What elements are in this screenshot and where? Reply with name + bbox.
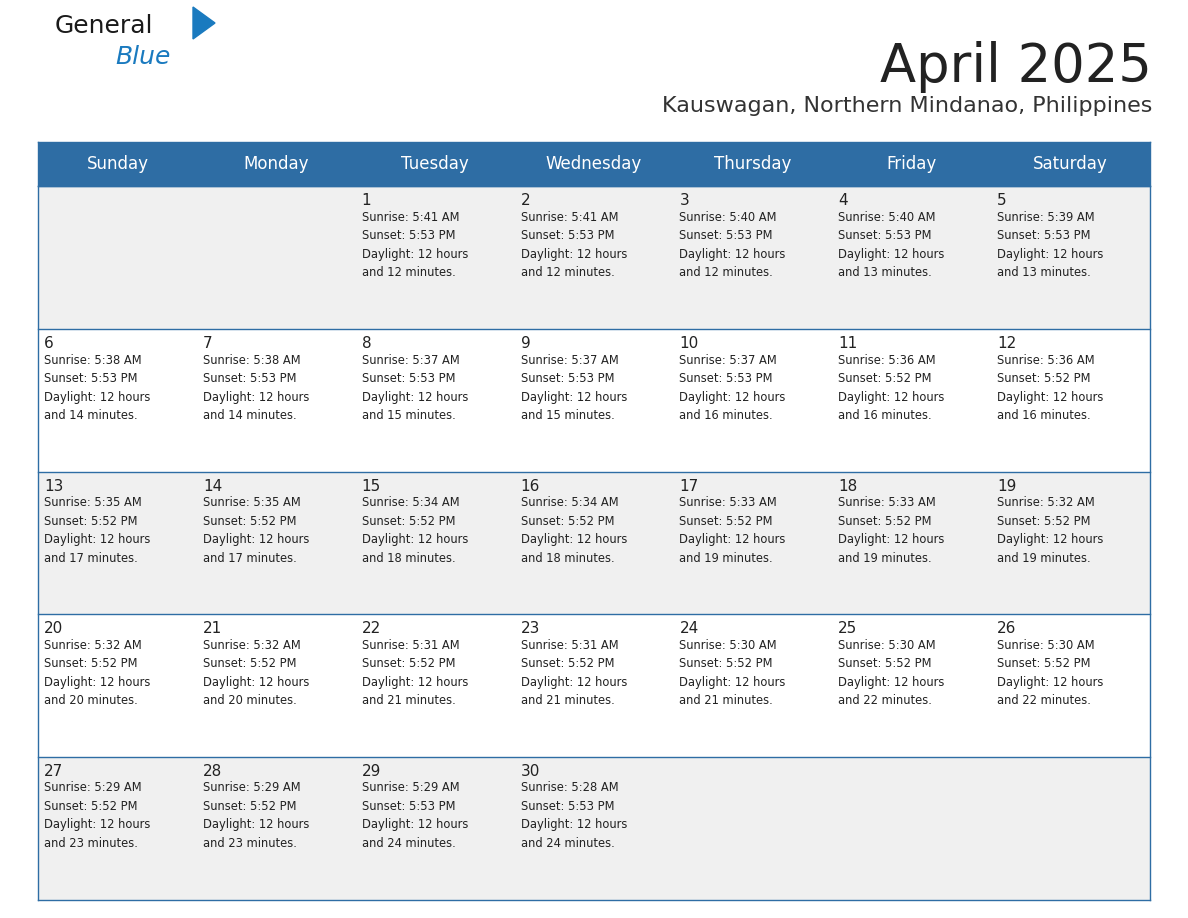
Text: 11: 11: [839, 336, 858, 351]
Text: 28: 28: [203, 764, 222, 779]
Text: Sunrise: 5:35 AM
Sunset: 5:52 PM
Daylight: 12 hours
and 17 minutes.: Sunrise: 5:35 AM Sunset: 5:52 PM Dayligh…: [203, 496, 309, 565]
Text: 8: 8: [361, 336, 372, 351]
Text: 20: 20: [44, 621, 63, 636]
Text: Blue: Blue: [115, 45, 170, 69]
Text: Sunrise: 5:29 AM
Sunset: 5:52 PM
Daylight: 12 hours
and 23 minutes.: Sunrise: 5:29 AM Sunset: 5:52 PM Dayligh…: [44, 781, 151, 850]
Text: 18: 18: [839, 478, 858, 494]
Text: Kauswagan, Northern Mindanao, Philippines: Kauswagan, Northern Mindanao, Philippine…: [662, 96, 1152, 117]
Text: Sunrise: 5:39 AM
Sunset: 5:53 PM
Daylight: 12 hours
and 13 minutes.: Sunrise: 5:39 AM Sunset: 5:53 PM Dayligh…: [997, 211, 1104, 279]
Text: Sunrise: 5:37 AM
Sunset: 5:53 PM
Daylight: 12 hours
and 15 minutes.: Sunrise: 5:37 AM Sunset: 5:53 PM Dayligh…: [520, 353, 627, 422]
Text: 27: 27: [44, 764, 63, 779]
Text: Sunrise: 5:40 AM
Sunset: 5:53 PM
Daylight: 12 hours
and 12 minutes.: Sunrise: 5:40 AM Sunset: 5:53 PM Dayligh…: [680, 211, 785, 279]
Text: 29: 29: [361, 764, 381, 779]
Text: Sunrise: 5:36 AM
Sunset: 5:52 PM
Daylight: 12 hours
and 16 minutes.: Sunrise: 5:36 AM Sunset: 5:52 PM Dayligh…: [997, 353, 1104, 422]
Bar: [38, 472, 1150, 614]
Text: 6: 6: [44, 336, 53, 351]
Text: Sunrise: 5:38 AM
Sunset: 5:53 PM
Daylight: 12 hours
and 14 minutes.: Sunrise: 5:38 AM Sunset: 5:53 PM Dayligh…: [203, 353, 309, 422]
Text: Sunrise: 5:38 AM
Sunset: 5:53 PM
Daylight: 12 hours
and 14 minutes.: Sunrise: 5:38 AM Sunset: 5:53 PM Dayligh…: [44, 353, 151, 422]
Text: Sunrise: 5:31 AM
Sunset: 5:52 PM
Daylight: 12 hours
and 21 minutes.: Sunrise: 5:31 AM Sunset: 5:52 PM Dayligh…: [520, 639, 627, 708]
Text: 15: 15: [361, 478, 381, 494]
Text: Sunrise: 5:34 AM
Sunset: 5:52 PM
Daylight: 12 hours
and 18 minutes.: Sunrise: 5:34 AM Sunset: 5:52 PM Dayligh…: [361, 496, 468, 565]
Text: Sunrise: 5:32 AM
Sunset: 5:52 PM
Daylight: 12 hours
and 20 minutes.: Sunrise: 5:32 AM Sunset: 5:52 PM Dayligh…: [203, 639, 309, 708]
Bar: [38, 614, 1150, 757]
Text: 23: 23: [520, 621, 541, 636]
Text: 25: 25: [839, 621, 858, 636]
Text: Sunday: Sunday: [87, 155, 148, 174]
Text: 7: 7: [203, 336, 213, 351]
Text: Sunrise: 5:30 AM
Sunset: 5:52 PM
Daylight: 12 hours
and 21 minutes.: Sunrise: 5:30 AM Sunset: 5:52 PM Dayligh…: [680, 639, 785, 708]
Text: Sunrise: 5:41 AM
Sunset: 5:53 PM
Daylight: 12 hours
and 12 minutes.: Sunrise: 5:41 AM Sunset: 5:53 PM Dayligh…: [361, 211, 468, 279]
Text: Sunrise: 5:31 AM
Sunset: 5:52 PM
Daylight: 12 hours
and 21 minutes.: Sunrise: 5:31 AM Sunset: 5:52 PM Dayligh…: [361, 639, 468, 708]
Text: Sunrise: 5:30 AM
Sunset: 5:52 PM
Daylight: 12 hours
and 22 minutes.: Sunrise: 5:30 AM Sunset: 5:52 PM Dayligh…: [839, 639, 944, 708]
Text: 17: 17: [680, 478, 699, 494]
Text: Thursday: Thursday: [714, 155, 791, 174]
Text: Sunrise: 5:36 AM
Sunset: 5:52 PM
Daylight: 12 hours
and 16 minutes.: Sunrise: 5:36 AM Sunset: 5:52 PM Dayligh…: [839, 353, 944, 422]
Text: Friday: Friday: [886, 155, 937, 174]
Text: 21: 21: [203, 621, 222, 636]
Text: 1: 1: [361, 194, 372, 208]
Text: 19: 19: [997, 478, 1017, 494]
Text: Sunrise: 5:35 AM
Sunset: 5:52 PM
Daylight: 12 hours
and 17 minutes.: Sunrise: 5:35 AM Sunset: 5:52 PM Dayligh…: [44, 496, 151, 565]
Text: Saturday: Saturday: [1034, 155, 1108, 174]
Text: 9: 9: [520, 336, 530, 351]
Text: 24: 24: [680, 621, 699, 636]
Text: April 2025: April 2025: [880, 41, 1152, 94]
Text: Wednesday: Wednesday: [545, 155, 643, 174]
Bar: [38, 329, 1150, 472]
Text: 30: 30: [520, 764, 541, 779]
Bar: [38, 142, 1150, 186]
Text: Sunrise: 5:33 AM
Sunset: 5:52 PM
Daylight: 12 hours
and 19 minutes.: Sunrise: 5:33 AM Sunset: 5:52 PM Dayligh…: [680, 496, 785, 565]
Text: 22: 22: [361, 621, 381, 636]
Text: 26: 26: [997, 621, 1017, 636]
Text: Sunrise: 5:41 AM
Sunset: 5:53 PM
Daylight: 12 hours
and 12 minutes.: Sunrise: 5:41 AM Sunset: 5:53 PM Dayligh…: [520, 211, 627, 279]
Text: Sunrise: 5:40 AM
Sunset: 5:53 PM
Daylight: 12 hours
and 13 minutes.: Sunrise: 5:40 AM Sunset: 5:53 PM Dayligh…: [839, 211, 944, 279]
Text: 10: 10: [680, 336, 699, 351]
Text: Sunrise: 5:28 AM
Sunset: 5:53 PM
Daylight: 12 hours
and 24 minutes.: Sunrise: 5:28 AM Sunset: 5:53 PM Dayligh…: [520, 781, 627, 850]
Text: Sunrise: 5:29 AM
Sunset: 5:53 PM
Daylight: 12 hours
and 24 minutes.: Sunrise: 5:29 AM Sunset: 5:53 PM Dayligh…: [361, 781, 468, 850]
Polygon shape: [192, 7, 215, 39]
Bar: [38, 186, 1150, 329]
Text: Sunrise: 5:37 AM
Sunset: 5:53 PM
Daylight: 12 hours
and 15 minutes.: Sunrise: 5:37 AM Sunset: 5:53 PM Dayligh…: [361, 353, 468, 422]
Text: 14: 14: [203, 478, 222, 494]
Text: Sunrise: 5:30 AM
Sunset: 5:52 PM
Daylight: 12 hours
and 22 minutes.: Sunrise: 5:30 AM Sunset: 5:52 PM Dayligh…: [997, 639, 1104, 708]
Text: 2: 2: [520, 194, 530, 208]
Text: Sunrise: 5:33 AM
Sunset: 5:52 PM
Daylight: 12 hours
and 19 minutes.: Sunrise: 5:33 AM Sunset: 5:52 PM Dayligh…: [839, 496, 944, 565]
Text: Tuesday: Tuesday: [402, 155, 469, 174]
Text: General: General: [55, 14, 153, 38]
Text: 3: 3: [680, 194, 689, 208]
Text: Sunrise: 5:29 AM
Sunset: 5:52 PM
Daylight: 12 hours
and 23 minutes.: Sunrise: 5:29 AM Sunset: 5:52 PM Dayligh…: [203, 781, 309, 850]
Text: Sunrise: 5:37 AM
Sunset: 5:53 PM
Daylight: 12 hours
and 16 minutes.: Sunrise: 5:37 AM Sunset: 5:53 PM Dayligh…: [680, 353, 785, 422]
Text: Monday: Monday: [244, 155, 309, 174]
Text: 5: 5: [997, 194, 1006, 208]
Text: 13: 13: [44, 478, 63, 494]
Text: 4: 4: [839, 194, 848, 208]
Bar: [38, 757, 1150, 900]
Text: 16: 16: [520, 478, 541, 494]
Text: Sunrise: 5:34 AM
Sunset: 5:52 PM
Daylight: 12 hours
and 18 minutes.: Sunrise: 5:34 AM Sunset: 5:52 PM Dayligh…: [520, 496, 627, 565]
Text: Sunrise: 5:32 AM
Sunset: 5:52 PM
Daylight: 12 hours
and 20 minutes.: Sunrise: 5:32 AM Sunset: 5:52 PM Dayligh…: [44, 639, 151, 708]
Text: 12: 12: [997, 336, 1017, 351]
Text: Sunrise: 5:32 AM
Sunset: 5:52 PM
Daylight: 12 hours
and 19 minutes.: Sunrise: 5:32 AM Sunset: 5:52 PM Dayligh…: [997, 496, 1104, 565]
